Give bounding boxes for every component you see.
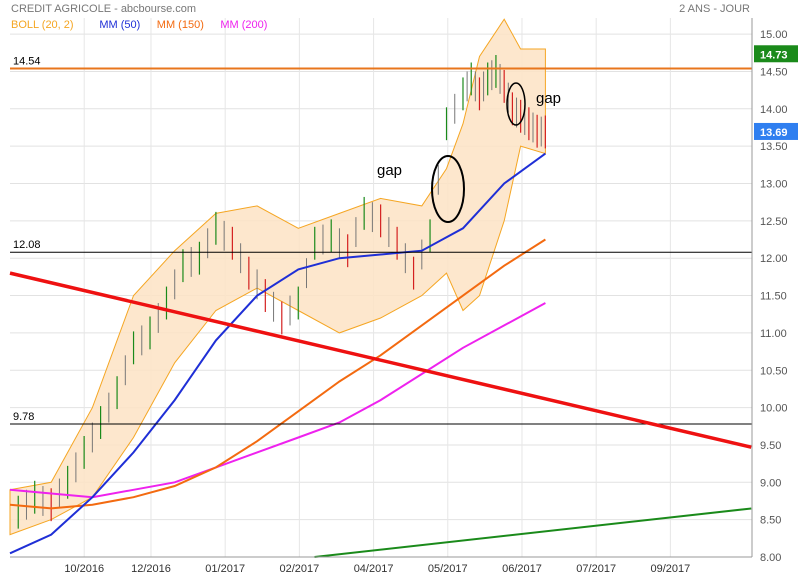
y-tick-label: 10.00 — [760, 403, 788, 415]
trendline-support — [314, 507, 752, 558]
level-label: 14.54 — [13, 55, 41, 67]
y-tick-label: 14.50 — [760, 66, 788, 78]
gap-ellipse-2 — [506, 82, 526, 126]
x-tick-label: 10/2016 — [64, 563, 104, 575]
chart-header: CREDIT AGRICOLE - abcbourse.com 2 ANS - … — [11, 3, 750, 31]
last-value-tag — [754, 122, 798, 140]
trendlines — [9, 271, 752, 558]
y-tick-label: 14.00 — [760, 104, 788, 116]
period-label: 2 ANS - JOUR — [679, 3, 750, 15]
gap-annotations: gap gap — [377, 82, 561, 223]
legend-item: MM (150) — [157, 19, 204, 31]
last-value-tag — [754, 45, 798, 63]
x-tick-label: 12/2016 — [131, 563, 171, 575]
gap-label-2: gap — [536, 90, 561, 107]
x-tick-label: 09/2017 — [650, 563, 690, 575]
x-tick-label: 05/2017 — [428, 563, 468, 575]
level-label: 12.08 — [13, 239, 41, 251]
gap-ellipse-1 — [431, 155, 465, 223]
y-tick-label: 13.00 — [760, 179, 788, 191]
y-tick-label: 13.50 — [760, 141, 788, 153]
horizontal-levels: 14.54 12.08 9.78 — [10, 55, 752, 425]
y-tick-label: 9.00 — [760, 477, 781, 489]
x-tick-label: 02/2017 — [279, 563, 319, 575]
legend: BOLL (20, 2) MM (50) MM (150) MM (200) — [11, 19, 267, 31]
axes: 15.00 14.50 14.00 13.50 13.00 12.50 12.00 11.50… — [10, 18, 798, 575]
x-tick-label: 01/2017 — [205, 563, 245, 575]
x-tick-label: 07/2017 — [576, 563, 616, 575]
series-mm-150- — [9, 238, 546, 510]
y-tick-label: 8.50 — [760, 515, 781, 527]
gap-label-1: gap — [377, 162, 402, 179]
chart-title: CREDIT AGRICOLE - abcbourse.com — [11, 3, 196, 15]
y-tick-label: 12.00 — [760, 253, 788, 265]
y-tick-label: 12.50 — [760, 216, 788, 228]
legend-item: MM (200) — [220, 19, 267, 31]
trendline-resistance — [9, 271, 752, 449]
moving-averages — [9, 152, 546, 555]
legend-item: MM (50) — [99, 19, 140, 31]
last-value-label: 13.69 — [760, 127, 788, 139]
y-tick-label: 11.50 — [760, 291, 787, 303]
level-label: 9.78 — [13, 411, 34, 423]
legend-item: BOLL (20, 2) — [11, 19, 74, 31]
series-mm-50- — [9, 152, 546, 555]
y-tick-label: 15.00 — [760, 29, 788, 41]
y-tick-label: 10.50 — [760, 365, 788, 377]
x-tick-label: 06/2017 — [502, 563, 542, 575]
series-mm-200- — [9, 302, 546, 499]
y-tick-label: 9.50 — [760, 440, 781, 452]
x-tick-label: 04/2017 — [354, 563, 394, 575]
y-tick-label: 8.00 — [760, 552, 781, 564]
last-value-label: 14.73 — [760, 49, 788, 61]
y-tick-label: 11.00 — [760, 328, 787, 340]
